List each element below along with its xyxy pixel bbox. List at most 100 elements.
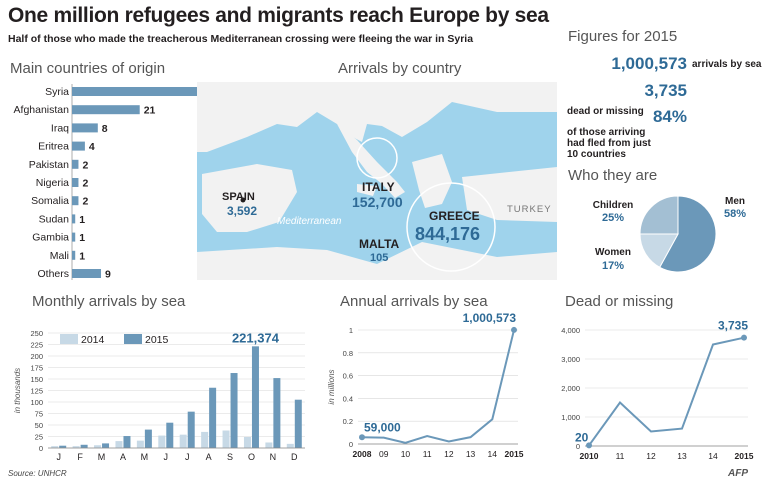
origin-value-label: 2 [82, 178, 88, 190]
monthly-bar-2015 [166, 422, 174, 448]
dead-chart-title: Dead or missing [565, 293, 674, 310]
origin-category-label: Somalia [31, 195, 69, 207]
dead-xtick-label: 13 [677, 451, 687, 461]
figure-dead-value: 3,735 [644, 81, 687, 100]
monthly-xtick-label: O [248, 452, 255, 462]
dead-endpoint [586, 442, 592, 449]
annual-xtick-label: 2008 [353, 449, 372, 459]
monthly-bar-2015 [102, 443, 110, 448]
annual-ytick-label: 0 [349, 440, 353, 449]
monthly-bar-2015 [144, 429, 152, 448]
annual-xtick-label: 2015 [505, 449, 524, 459]
origin-bar [72, 87, 230, 96]
monthly-xtick-label: F [77, 452, 83, 462]
origin-category-label: Others [37, 268, 69, 280]
monthly-ytick-label: 150 [30, 375, 43, 384]
monthly-chart: 0 25 50 75 100 125 150 175 200 225 250 in thousands… [13, 329, 305, 462]
figure-arrivals-value: 1,000,573 [611, 54, 687, 73]
annual-ytick-label: 0.6 [343, 372, 353, 381]
main-subtitle: Half of those who made the treacherous M… [8, 33, 474, 45]
origin-bar [72, 196, 79, 206]
italy-land [337, 124, 405, 198]
dead-ytick-label: 4,000 [561, 326, 580, 335]
monthly-xtick-label: A [206, 452, 212, 462]
figures-title: Figures for 2015 [568, 28, 678, 45]
monthly-bar-2015 [251, 346, 259, 448]
pie-value-label: 25% [602, 212, 624, 224]
annual-xtick-label: 10 [401, 449, 411, 459]
italy-value: 152,700 [352, 194, 403, 210]
italy-circle [356, 137, 398, 179]
greece-value: 844,176 [415, 224, 480, 244]
annual-ytick-label: 0.4 [343, 394, 353, 403]
monthly-ytick-label: 100 [30, 398, 43, 407]
afp-logo: AFP [728, 468, 748, 479]
pie-slice [639, 195, 679, 235]
dead-ytick-label: 0 [576, 442, 580, 451]
spain-label: SPAIN [222, 191, 255, 203]
origin-value-label: 21 [144, 105, 156, 117]
africa-land [197, 242, 557, 280]
arrivals-map: SPAIN 3,592 ITALY 152,700 Mediterranean … [197, 82, 557, 280]
monthly-bar-2015 [209, 387, 217, 448]
origin-category-label: Nigeria [36, 177, 69, 189]
annual-ytick-label: 0.8 [343, 349, 353, 358]
spain-dot [240, 197, 246, 203]
iberia-land [202, 164, 297, 232]
annual-xtick-label: 14 [488, 449, 498, 459]
monthly-legend-label: 2014 [81, 334, 105, 346]
origin-value-label: 9 [105, 269, 111, 281]
dead-xtick-label: 12 [646, 451, 656, 461]
annual-annotation: 59,000 [364, 420, 401, 434]
figure-arrivals: 1,000,573 arrivals by sea [562, 54, 762, 74]
monthly-xtick-label: D [291, 452, 298, 462]
origin-category-label: Syria [45, 86, 69, 98]
origin-bar [72, 214, 76, 224]
monthly-legend-swatch [60, 334, 78, 344]
greece-circle [406, 182, 496, 272]
monthly-ytick-label: 0 [39, 444, 43, 453]
origin-value-label: 2 [82, 159, 88, 171]
monthly-bar-2014 [94, 445, 102, 448]
origin-value-label: 2 [82, 196, 88, 208]
figure-dead: 3,735dead or missing [562, 81, 762, 119]
monthly-ytick-label: 75 [35, 410, 43, 419]
monthly-legend-swatch [124, 334, 142, 344]
origin-category-label: Pakistan [29, 159, 69, 171]
monthly-legend-label: 2015 [145, 334, 169, 346]
monthly-ytick-label: 250 [30, 329, 43, 338]
pie-value-label: 58% [724, 208, 746, 220]
annual-ylabel: in millions [327, 369, 336, 404]
dead-xtick-label: 11 [616, 451, 625, 461]
turkey-land [462, 167, 557, 222]
monthly-bar-2014 [136, 440, 144, 448]
monthly-ytick-label: 125 [30, 387, 43, 396]
monthly-ytick-label: 200 [30, 352, 43, 361]
annual-xtick-label: 11 [423, 449, 432, 459]
malta-value: 105 [370, 252, 388, 264]
dead-xtick-label: 2010 [580, 451, 599, 461]
monthly-bar-2015 [273, 378, 281, 448]
origin-category-label: Afghanistan [14, 104, 70, 116]
dead-line [588, 336, 745, 447]
monthly-ytick-label: 50 [35, 421, 43, 430]
pie-label: Women [595, 247, 631, 258]
annual-endpoint [359, 434, 365, 441]
origin-bar [72, 250, 76, 260]
monthly-chart-title: Monthly arrivals by sea [32, 293, 186, 310]
origin-bar [72, 159, 79, 169]
figure-dead-label: dead or missing [567, 106, 644, 117]
malta-label: MALTA [359, 237, 400, 251]
monthly-xtick-label: A [120, 452, 126, 462]
monthly-bar-2014 [243, 436, 251, 448]
origin-chart: Syria49%Afghanistan21Iraq8Eritrea4Pakist… [14, 84, 256, 281]
monthly-bar-2014 [222, 430, 230, 448]
monthly-bar-2014 [286, 443, 294, 448]
monthly-ylabel: in thousands [13, 368, 22, 413]
monthly-bar-2014 [179, 434, 187, 448]
pie-value-label: 17% [602, 260, 624, 272]
pie-slice [659, 195, 717, 273]
monthly-xtick-label: M [98, 452, 106, 462]
greece-label: GREECE [429, 209, 480, 223]
